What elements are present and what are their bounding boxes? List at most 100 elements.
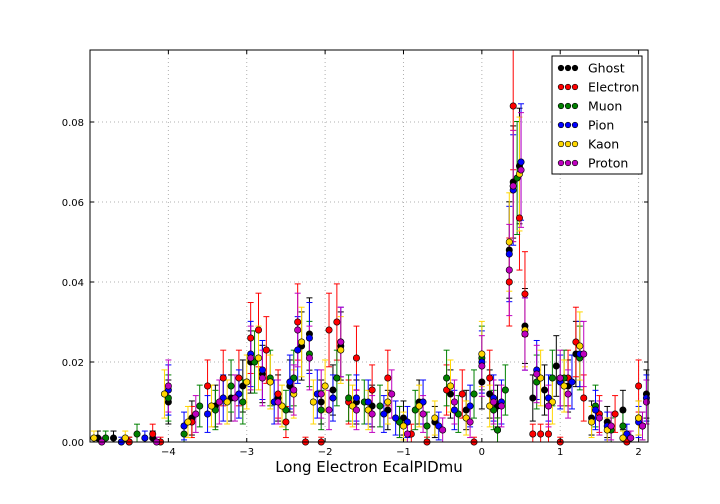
legend-marker-kaon bbox=[564, 140, 572, 148]
x-tick-label: 1 bbox=[557, 447, 563, 458]
legend-marker-muon bbox=[571, 102, 579, 110]
muon-point bbox=[133, 430, 141, 438]
electron-point bbox=[515, 214, 523, 222]
electron-point bbox=[219, 374, 227, 382]
x-tick-label: −3 bbox=[239, 447, 254, 458]
electron-point bbox=[333, 318, 341, 326]
pion-point bbox=[591, 406, 599, 414]
proton-point bbox=[305, 354, 313, 362]
kaon-point bbox=[121, 434, 129, 442]
pion-point bbox=[505, 250, 513, 258]
electron-point bbox=[529, 430, 537, 438]
kaon-point bbox=[505, 238, 513, 246]
legend-label-ghost: Ghost bbox=[588, 61, 625, 76]
proton-point bbox=[290, 386, 298, 394]
kaon-point bbox=[254, 354, 262, 362]
legend-box bbox=[551, 55, 643, 175]
ghost-point bbox=[110, 434, 118, 442]
legend-marker-proton bbox=[557, 159, 565, 167]
electron-point bbox=[254, 326, 262, 334]
proton-point bbox=[556, 374, 564, 382]
muon-point bbox=[423, 422, 431, 430]
electron-point bbox=[509, 102, 517, 110]
muon-point bbox=[619, 422, 627, 430]
muon-point bbox=[470, 390, 478, 398]
y-tick-label: 0.08 bbox=[62, 118, 84, 129]
kaon-point bbox=[337, 346, 345, 354]
proton-point bbox=[274, 398, 282, 406]
pion-point bbox=[294, 346, 302, 354]
proton-point bbox=[497, 402, 505, 410]
electron-point bbox=[486, 374, 494, 382]
pion-point bbox=[258, 366, 266, 374]
proton-point bbox=[595, 414, 603, 422]
electron-point bbox=[384, 374, 392, 382]
pion-point bbox=[517, 158, 525, 166]
legend-marker-pion bbox=[571, 121, 579, 129]
kaon-point bbox=[90, 434, 98, 442]
proton-point bbox=[352, 406, 360, 414]
y-tick-label: 0.04 bbox=[62, 278, 84, 289]
kaon-point bbox=[415, 402, 423, 410]
proton-point bbox=[478, 362, 486, 370]
legend-label-kaon: Kaon bbox=[588, 137, 619, 152]
electron-point bbox=[368, 386, 376, 394]
legend-marker-kaon bbox=[557, 140, 565, 148]
electron-point bbox=[294, 318, 302, 326]
muon-point bbox=[196, 402, 204, 410]
proton-point bbox=[490, 398, 498, 406]
x-axis-label: Long Electron EcalPIDmu bbox=[275, 458, 463, 476]
legend-marker-muon bbox=[557, 102, 565, 110]
kaon-point bbox=[243, 378, 251, 386]
pion-point bbox=[204, 410, 212, 418]
ghost-point bbox=[529, 394, 537, 402]
plot-frame bbox=[89, 49, 649, 443]
kaon-point bbox=[207, 402, 215, 410]
legend-marker-pion bbox=[564, 121, 572, 129]
electron-point bbox=[282, 418, 290, 426]
x-tick-label: −2 bbox=[318, 447, 333, 458]
kaon-point bbox=[223, 398, 231, 406]
pion-point bbox=[568, 378, 576, 386]
proton-point bbox=[325, 406, 333, 414]
electron-point bbox=[352, 354, 360, 362]
proton-point bbox=[627, 434, 635, 442]
proton-point bbox=[564, 390, 572, 398]
proton-point bbox=[247, 354, 255, 362]
y-tick-label: 0.02 bbox=[62, 358, 84, 369]
electron-point bbox=[274, 390, 282, 398]
kaon-point bbox=[160, 390, 168, 398]
legend-marker-electron bbox=[564, 83, 572, 91]
proton-point bbox=[580, 350, 588, 358]
proton-point bbox=[505, 266, 513, 274]
muon-point bbox=[494, 426, 502, 434]
electron-point bbox=[635, 382, 643, 390]
muon-point bbox=[239, 398, 247, 406]
proton-point bbox=[388, 390, 396, 398]
legend-marker-muon bbox=[564, 102, 572, 110]
proton-point bbox=[368, 410, 376, 418]
electron-point bbox=[262, 346, 270, 354]
proton-point bbox=[517, 166, 525, 174]
grid bbox=[90, 50, 648, 442]
ghost-point bbox=[541, 386, 549, 394]
kaon-point bbox=[184, 418, 192, 426]
legend: Ghost Electron Muon Pion Kaon Proton bbox=[551, 55, 643, 175]
ghost-point bbox=[317, 398, 325, 406]
proton-point bbox=[450, 398, 458, 406]
pion-point bbox=[352, 394, 360, 402]
proton-point bbox=[439, 426, 447, 434]
kaon-point bbox=[431, 414, 439, 422]
kaon-point bbox=[619, 434, 627, 442]
kaon-point bbox=[321, 382, 329, 390]
proton-point bbox=[639, 422, 647, 430]
legend-marker-electron bbox=[571, 83, 579, 91]
pion-point bbox=[392, 414, 400, 422]
proton-point bbox=[509, 182, 517, 190]
proton-point bbox=[521, 330, 529, 338]
legend-label-muon: Muon bbox=[588, 99, 622, 114]
proton-point bbox=[403, 430, 411, 438]
muon-point bbox=[180, 430, 188, 438]
proton-point bbox=[337, 338, 345, 346]
